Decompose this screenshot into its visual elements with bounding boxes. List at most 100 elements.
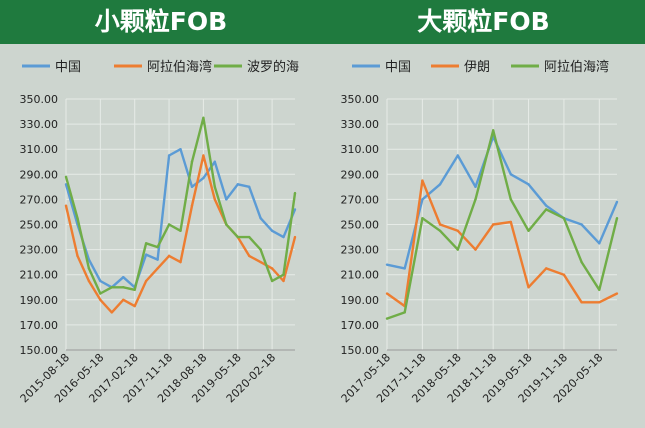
y-tick-label: 350.00 (341, 93, 380, 106)
data-point (133, 304, 136, 308)
data-point (202, 154, 205, 157)
data-point (213, 160, 217, 163)
data-point (545, 208, 548, 211)
data-point (385, 263, 389, 266)
y-tick-label: 290.00 (20, 168, 59, 181)
data-point (545, 204, 548, 207)
y-tick-label: 170.00 (20, 319, 59, 332)
data-point (385, 317, 389, 320)
y-tick-label: 330.00 (20, 118, 59, 131)
y-tick-label: 310.00 (341, 143, 380, 156)
y-tick-label: 230.00 (20, 244, 59, 257)
data-point (179, 229, 182, 232)
y-tick-label: 270.00 (20, 193, 59, 206)
data-point (438, 183, 442, 186)
data-point (456, 229, 459, 232)
data-point (598, 288, 601, 291)
legend-label: 波罗的海 (247, 59, 299, 75)
data-point (580, 301, 583, 304)
data-point (438, 223, 442, 226)
data-point (580, 223, 583, 226)
data-point (598, 242, 601, 245)
data-point (248, 254, 251, 258)
data-point (527, 229, 530, 232)
y-tick-label: 350.00 (20, 93, 59, 106)
data-point (456, 154, 459, 157)
data-point (491, 223, 495, 226)
data-point (598, 301, 601, 304)
data-point (87, 267, 91, 270)
data-point (122, 298, 125, 301)
y-tick-label: 250.00 (341, 219, 380, 232)
data-point (167, 254, 171, 258)
data-point (167, 223, 171, 226)
legend-label: 伊朗 (464, 60, 490, 75)
data-point (122, 276, 125, 279)
y-tick-label: 230.00 (341, 244, 380, 257)
data-point (202, 176, 205, 180)
data-point (562, 217, 566, 220)
data-point (99, 298, 102, 301)
data-point (491, 129, 495, 132)
y-tick-label: 150.00 (341, 344, 380, 357)
data-point (110, 311, 114, 314)
series-line (386, 179, 618, 308)
data-point (580, 260, 583, 264)
legend-label: 阿拉伯海湾 (544, 59, 609, 75)
data-point (225, 223, 228, 226)
data-point (421, 179, 424, 182)
data-point (190, 160, 194, 163)
data-point (133, 288, 136, 291)
data-point (144, 279, 148, 283)
data-point (474, 248, 477, 251)
data-point (87, 279, 91, 283)
legend-label: 中国 (55, 60, 81, 75)
data-point (248, 185, 251, 189)
data-point (99, 279, 102, 283)
y-tick-label: 150.00 (20, 344, 59, 357)
data-point (282, 235, 285, 239)
data-point (403, 311, 406, 314)
data-point (438, 229, 442, 232)
y-tick-label: 190.00 (341, 294, 380, 307)
data-point (421, 217, 424, 220)
data-point (122, 286, 125, 289)
data-point (156, 245, 159, 249)
data-point (270, 267, 274, 270)
data-point (270, 229, 274, 232)
data-point (403, 267, 406, 270)
y-tick-label: 170.00 (341, 319, 380, 332)
legend-label: 中国 (385, 60, 411, 75)
data-point (259, 260, 262, 264)
data-point (76, 254, 79, 258)
data-point (615, 292, 619, 295)
data-point (293, 235, 297, 239)
data-point (156, 258, 159, 261)
data-point (545, 267, 548, 270)
data-point (179, 260, 182, 264)
data-point (248, 235, 251, 239)
data-point (562, 273, 566, 276)
data-point (474, 185, 477, 189)
data-point (64, 204, 68, 207)
data-point (167, 154, 171, 157)
data-point (421, 198, 424, 201)
data-point (190, 185, 194, 189)
y-tick-label: 250.00 (20, 219, 59, 232)
data-point (509, 198, 513, 201)
data-point (190, 204, 194, 207)
data-point (213, 198, 217, 201)
data-point (64, 183, 68, 186)
data-point (236, 235, 239, 239)
data-point (144, 242, 148, 245)
data-point (236, 183, 239, 186)
series-line (386, 135, 619, 270)
data-point (293, 208, 297, 211)
data-point (76, 217, 79, 220)
y-tick-label: 310.00 (20, 143, 59, 156)
data-point (213, 185, 217, 189)
y-tick-label: 190.00 (20, 294, 59, 307)
data-point (509, 220, 513, 224)
y-tick-label: 330.00 (341, 118, 380, 131)
